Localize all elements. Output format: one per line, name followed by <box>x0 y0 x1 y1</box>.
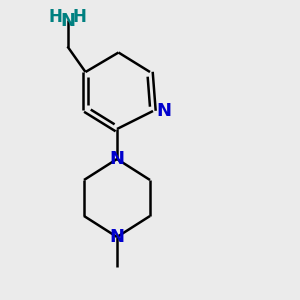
Text: N: N <box>110 150 124 168</box>
Text: N: N <box>110 228 124 246</box>
Text: H: H <box>73 8 86 26</box>
Text: N: N <box>156 102 171 120</box>
Text: H: H <box>49 8 62 26</box>
Text: N: N <box>60 12 75 30</box>
